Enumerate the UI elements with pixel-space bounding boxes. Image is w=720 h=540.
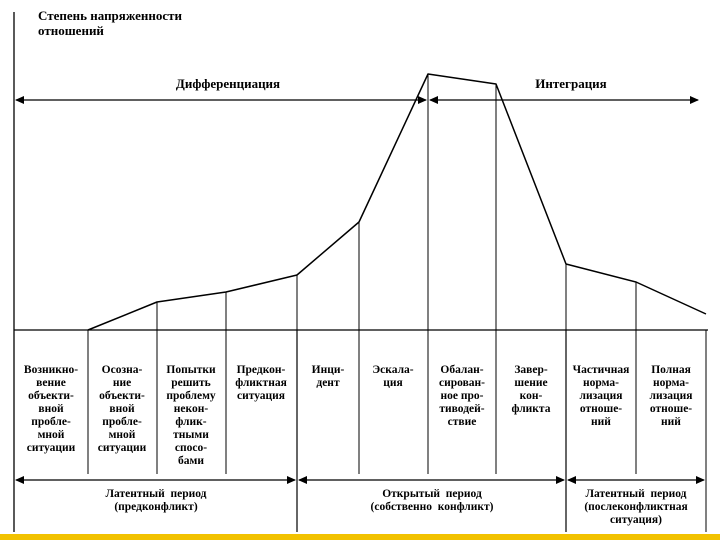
period-label-line: (послеконфликтная bbox=[584, 501, 687, 513]
stage-label: Предкон-фликтная ситуация bbox=[235, 364, 287, 402]
stage-label-line: вение bbox=[36, 377, 66, 389]
stage-label-line: лизация bbox=[580, 390, 623, 402]
stage-label-line: Полная bbox=[651, 364, 691, 376]
stage-label-line: сирован- bbox=[439, 377, 485, 389]
stage-label: Обалан-сирован-ное про-тиводей-ствие bbox=[439, 364, 485, 428]
stage-label-line: флик- bbox=[175, 416, 206, 428]
period-label-line: Латентный период bbox=[585, 488, 686, 500]
stage-label-line: лизация bbox=[650, 390, 693, 402]
stage-label-line: норма- bbox=[653, 377, 689, 389]
stage-label: Эскала-ция bbox=[372, 364, 413, 389]
period-label-line: Открытый период bbox=[382, 488, 482, 500]
stage-label-line: решить bbox=[171, 377, 211, 389]
stage-label: Осозна-ние объекти-вной пробле-мной ситуаци… bbox=[98, 364, 147, 454]
stage-label-line: Возникно- bbox=[24, 364, 78, 376]
stage-label-line: Частичная bbox=[573, 364, 630, 376]
stage-label-line: Инци- bbox=[312, 364, 345, 376]
y-axis-label-line-2: отношений bbox=[38, 23, 104, 38]
stage-label-line: объекти- bbox=[99, 390, 145, 402]
stage-label-line: ситуации bbox=[98, 442, 147, 454]
stage-label-line: шение bbox=[514, 377, 547, 389]
stage-label-line: ситуация bbox=[237, 390, 285, 402]
stage-label-line: Завер- bbox=[514, 364, 548, 376]
tension-curve bbox=[87, 73, 707, 331]
stage-label-line: объекти- bbox=[28, 390, 74, 402]
integration-label: Интеграция bbox=[535, 76, 606, 91]
stage-label-line: отноше- bbox=[650, 403, 692, 415]
differentiation-label: Дифференциация bbox=[176, 76, 280, 91]
period-label-line: (собственно конфликт) bbox=[371, 501, 494, 513]
stage-label-line: тными bbox=[173, 429, 209, 441]
stage-label: Возникно-вение объекти-вной пробле-мной сит… bbox=[24, 364, 78, 454]
stage-label-line: вной bbox=[38, 403, 64, 415]
stage-label-line: ний bbox=[661, 416, 681, 428]
stage-label: Инци-дент bbox=[312, 364, 345, 389]
stage-label-line: норма- bbox=[583, 377, 619, 389]
stage-label-line: Попытки bbox=[166, 364, 216, 376]
stage-label: Частичная норма-лизация отноше-ний bbox=[573, 364, 630, 428]
stage-label: Попытки решить проблему некон-флик-тными спо… bbox=[166, 364, 216, 467]
stage-label-line: ние bbox=[113, 377, 131, 389]
period-label: Латентный период (предконфликт) bbox=[105, 488, 206, 513]
stage-label-line: кон- bbox=[520, 390, 543, 402]
stage-label-line: вной bbox=[109, 403, 135, 415]
stage-label-line: ний bbox=[591, 416, 611, 428]
stage-label-line: фликтная bbox=[235, 377, 287, 389]
stage-label-line: мной bbox=[109, 429, 136, 441]
stage-label-line: ция bbox=[383, 377, 402, 389]
period-labels: Латентный период (предконфликт)Открытый п… bbox=[105, 488, 687, 526]
y-axis-label: Степень напряженности отношений bbox=[38, 8, 185, 38]
stage-label-line: некон- bbox=[174, 403, 209, 415]
period-label-line: Латентный период bbox=[105, 488, 206, 500]
stage-label-line: ситуации bbox=[27, 442, 76, 454]
stage-label-line: фликта bbox=[512, 403, 551, 415]
stage-label: Завер-шение кон-фликта bbox=[512, 364, 551, 415]
footer-bar bbox=[0, 534, 720, 540]
stage-label-line: тиводей- bbox=[439, 403, 484, 415]
stage-label-line: Предкон- bbox=[237, 364, 286, 376]
period-label: Открытый период (собственно конфликт) bbox=[371, 488, 494, 513]
stage-label-line: ное про- bbox=[441, 390, 484, 402]
stage-label-line: спосо- bbox=[175, 442, 207, 454]
stage-labels: Возникно-вение объекти-вной пробле-мной сит… bbox=[24, 364, 693, 467]
stage-label-line: мной bbox=[38, 429, 65, 441]
stage-label-line: пробле- bbox=[31, 416, 71, 428]
stage-label-line: проблему bbox=[166, 390, 216, 402]
stage-label-line: ствие bbox=[448, 416, 477, 428]
stage-label-line: бами bbox=[178, 455, 204, 467]
stage-label-line: дент bbox=[316, 377, 340, 389]
y-axis-label-line-1: Степень напряженности bbox=[38, 8, 182, 23]
stage-label: Полная норма-лизация отноше-ний bbox=[650, 364, 693, 428]
stage-label-line: Осозна- bbox=[102, 364, 143, 376]
period-label-line: ситуация) bbox=[610, 514, 662, 526]
stage-label-line: Эскала- bbox=[372, 364, 413, 376]
stage-label-line: Обалан- bbox=[440, 364, 483, 376]
stage-label-line: отноше- bbox=[580, 403, 622, 415]
period-label: Латентный период (послеконфликтная ситуаци… bbox=[584, 488, 687, 526]
stage-label-line: пробле- bbox=[102, 416, 142, 428]
period-label-line: (предконфликт) bbox=[114, 501, 197, 513]
